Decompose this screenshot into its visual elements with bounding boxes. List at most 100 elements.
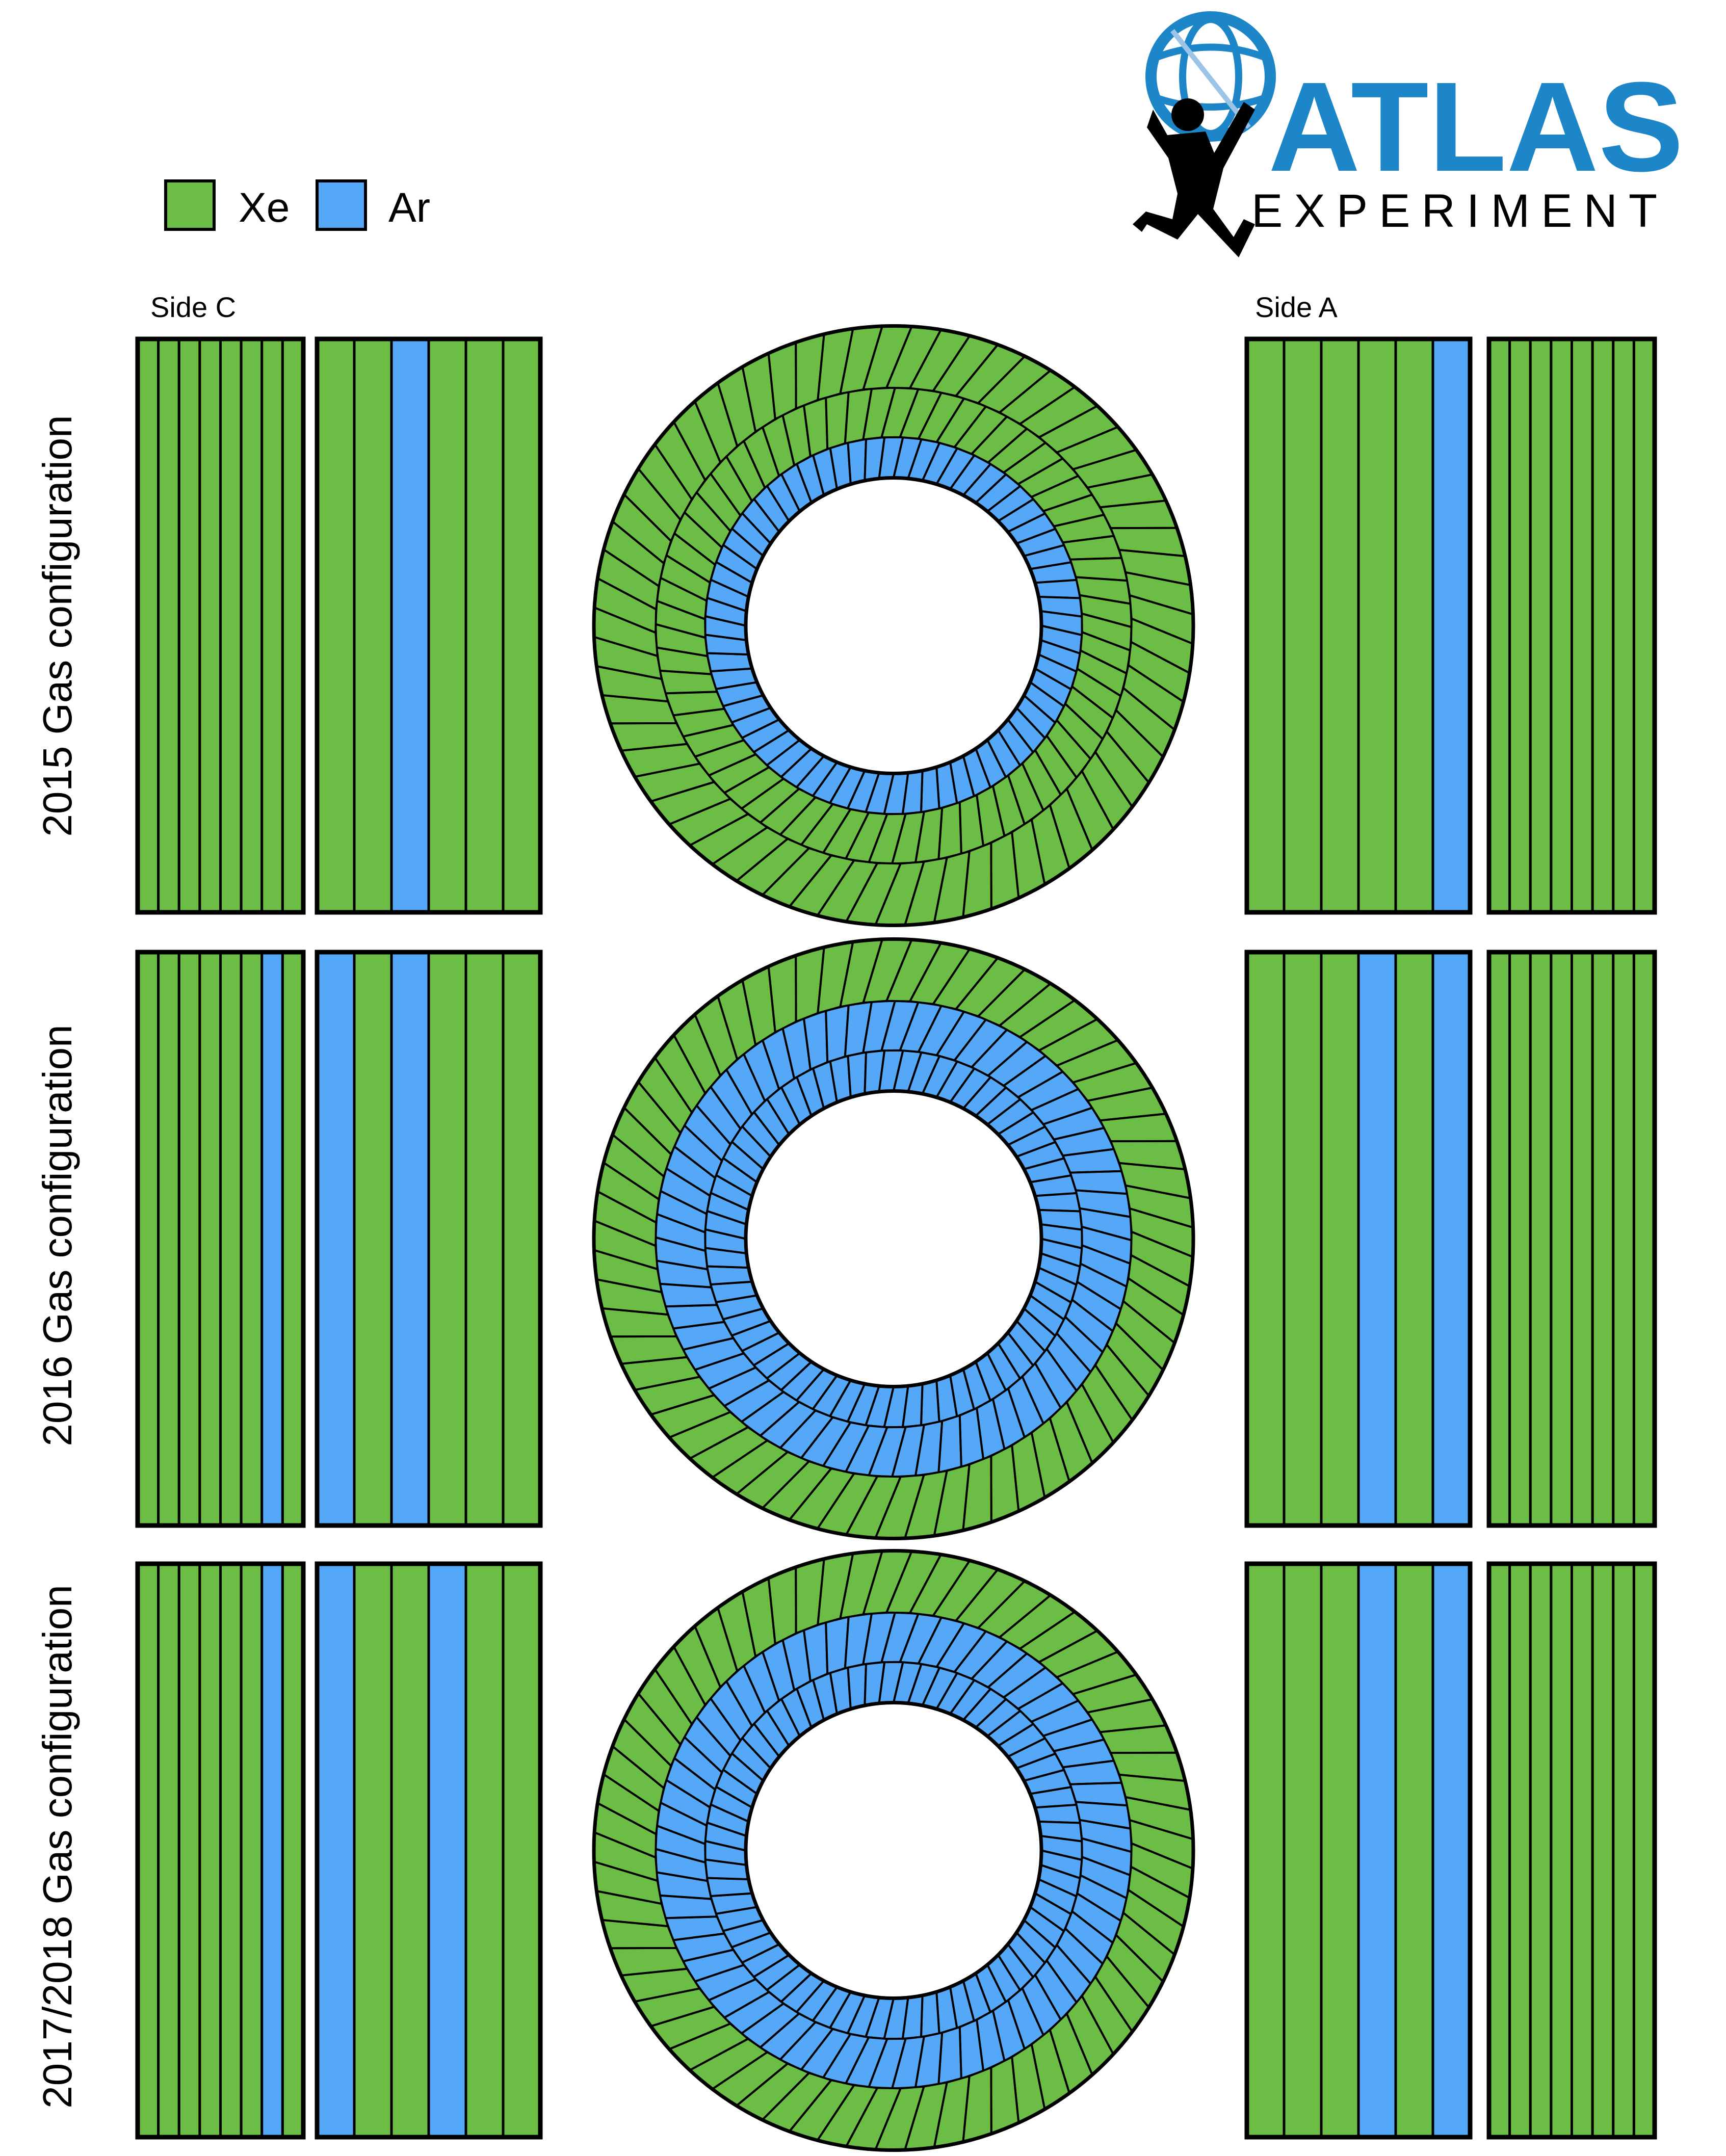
barrel-ring-layer-1 (704, 1661, 1083, 2040)
wheel-strip (316, 337, 356, 914)
endcap-block-side-a-wheels-a (1244, 1561, 1473, 2140)
row-label-2017-2018-wrap: 2017/2018 Gas configuration (35, 1585, 80, 2108)
configuration-row (135, 937, 1657, 1540)
wheel-strip (177, 951, 201, 1527)
wheel-strip (1508, 1562, 1532, 2139)
wheel-strip (1529, 337, 1553, 914)
wheel-strip (136, 951, 160, 1527)
endcap-block-outline (315, 1561, 543, 2140)
endcap-block-outline (1244, 950, 1473, 1528)
wheel-strip (1591, 951, 1615, 1527)
wheel-strip (390, 951, 430, 1527)
wheel-strip (390, 1562, 430, 2139)
barrel-module (847, 1051, 868, 1099)
wheel-strip (240, 951, 264, 1527)
endcap-block-outline (135, 950, 306, 1528)
globe-icon (1145, 11, 1276, 142)
wheel-strip (316, 951, 356, 1527)
wheel-strip (157, 1562, 180, 2139)
wheel-strip (281, 951, 305, 1527)
wheel-strip (464, 337, 505, 914)
wheel-strip (1431, 1562, 1472, 2139)
wheel-strip (1571, 951, 1594, 1527)
barrel-module (920, 1379, 940, 1427)
barrel-ring-layer-1 (704, 436, 1083, 816)
logo-name: ATLAS (1268, 56, 1684, 198)
barrel-module (920, 1990, 940, 2038)
configuration-row (135, 324, 1657, 927)
wheel-strip (219, 337, 243, 914)
endcap-block-side-a-wheels-a (1244, 336, 1473, 915)
wheel-strip (198, 1562, 222, 2139)
wheel-strip (1550, 951, 1573, 1527)
atlas-figure-icon (1133, 98, 1255, 257)
wheel-strip (1571, 337, 1594, 914)
wheel-strip (390, 337, 430, 914)
wheel-strip (1394, 1562, 1434, 2139)
wheel-strip (260, 337, 284, 914)
barrel-rings (592, 324, 1195, 927)
side-a-label: Side A (1255, 291, 1338, 323)
wheel-strip (427, 951, 467, 1527)
barrel-module (847, 438, 868, 486)
wheel-strip (198, 337, 222, 914)
row-label-2017-2018: 2017/2018 Gas configuration (35, 1585, 80, 2108)
endcap-block-outline (1486, 336, 1657, 915)
wheel-strip (502, 951, 542, 1527)
wheel-strip (353, 951, 393, 1527)
wheel-strip (353, 337, 393, 914)
barrel-module (1033, 579, 1082, 599)
barrel-outer-edge (592, 937, 1195, 1540)
wheel-strip (1320, 951, 1360, 1527)
wheel-strip (1431, 951, 1472, 1527)
wheel-strip (1571, 1562, 1594, 2139)
endcap-block-side-c-wheels-b (135, 1561, 306, 2140)
wheel-strip (281, 337, 305, 914)
row-label-2016: 2016 Gas configuration (35, 1024, 80, 1446)
barrel-module (705, 1265, 754, 1286)
barrel-rings (592, 937, 1195, 1540)
wheel-strip (1632, 951, 1656, 1527)
wheel-strip (427, 337, 467, 914)
wheel-strip (1431, 337, 1472, 914)
endcap-block-side-c-wheels-b (135, 336, 306, 915)
wheel-strip (1632, 1562, 1656, 2139)
wheel-strip (136, 1562, 160, 2139)
wheel-strip (240, 1562, 264, 2139)
legend: Xe Ar (164, 179, 430, 231)
logo-subtitle: EXPERIMENT (1251, 185, 1668, 237)
wheel-strip (353, 1562, 393, 2139)
wheel-strip (1283, 1562, 1323, 2139)
wheel-strip (1612, 1562, 1635, 2139)
wheel-strip (1591, 337, 1615, 914)
endcap-block-outline (315, 336, 543, 915)
endcap-block-outline (1244, 336, 1473, 915)
barrel-ring-layer-3 (593, 325, 1194, 927)
wheel-strip (316, 1562, 356, 2139)
wheel-strip (240, 337, 264, 914)
endcap-block-outline (1486, 1561, 1657, 2140)
endcap-block-side-a-wheels-b (1486, 336, 1657, 915)
wheel-strip (464, 1562, 505, 2139)
wheel-strip (1357, 1562, 1397, 2139)
wheel-strip (1283, 951, 1323, 1527)
atlas-logo: ATLAS EXPERIMENT (1133, 11, 1684, 257)
wheel-strip (157, 951, 180, 1527)
wheel-strip (1357, 337, 1397, 914)
wheel-strip (1550, 337, 1573, 914)
wheel-strip (260, 951, 284, 1527)
wheel-strip (281, 1562, 305, 2139)
endcap-block-side-a-wheels-b (1486, 1561, 1657, 2140)
wheel-strip (157, 337, 180, 914)
wheel-strip (1508, 951, 1532, 1527)
wheel-strip (1591, 1562, 1615, 2139)
barrel-module (1033, 1803, 1082, 1824)
wheel-strip (1529, 951, 1553, 1527)
row-label-2016-wrap: 2016 Gas configuration (35, 1024, 80, 1446)
endcap-block-outline (1486, 950, 1657, 1528)
wheel-strip (177, 337, 201, 914)
barrel-rings (592, 1549, 1195, 2152)
barrel-module (705, 1877, 754, 1898)
endcap-block-side-a-wheels-b (1486, 950, 1657, 1528)
